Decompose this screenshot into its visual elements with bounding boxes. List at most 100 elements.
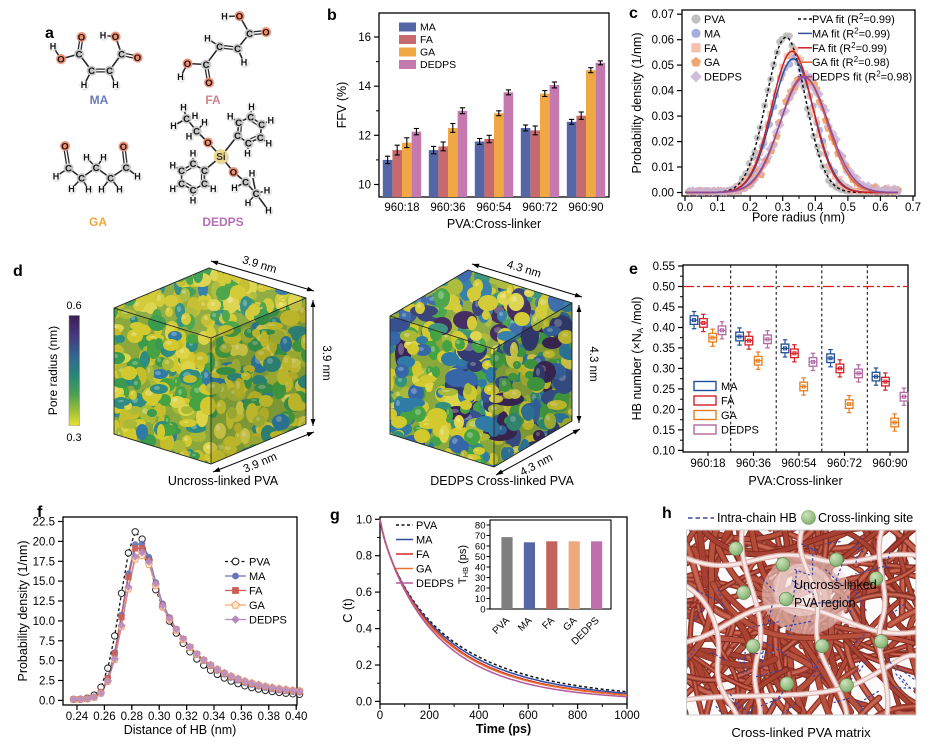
- svg-text:PVA: PVA: [249, 557, 271, 569]
- svg-text:C: C: [193, 126, 200, 137]
- svg-text:PVA: PVA: [704, 14, 726, 26]
- svg-text:GA: GA: [704, 57, 721, 69]
- svg-text:0.6: 0.6: [356, 587, 372, 599]
- svg-text:4.3 nm: 4.3 nm: [587, 346, 599, 381]
- svg-text:0.50: 0.50: [653, 282, 675, 294]
- svg-text:22.5: 22.5: [33, 517, 55, 529]
- svg-text:a: a: [45, 25, 54, 42]
- svg-text:H: H: [169, 184, 176, 194]
- svg-text:H: H: [244, 149, 251, 159]
- svg-text:7.5: 7.5: [39, 636, 55, 648]
- svg-text:FA: FA: [205, 93, 221, 107]
- svg-text:O: O: [184, 59, 191, 70]
- svg-text:GA: GA: [721, 410, 738, 422]
- svg-text:f: f: [37, 504, 43, 521]
- svg-text:GA fit (R2=0.98): GA fit (R2=0.98): [812, 55, 890, 69]
- svg-text:FA: FA: [704, 43, 718, 55]
- svg-text:960:18: 960:18: [690, 458, 725, 470]
- svg-text:0.05: 0.05: [652, 60, 674, 72]
- svg-text:Distance of HB (nm): Distance of HB (nm): [124, 723, 237, 737]
- svg-text:960:54: 960:54: [476, 202, 512, 214]
- svg-text:H: H: [68, 184, 75, 194]
- svg-text:0.36: 0.36: [230, 711, 252, 723]
- svg-text:H: H: [100, 153, 107, 163]
- svg-text:0.40: 0.40: [285, 711, 307, 723]
- svg-text:DEDPS: DEDPS: [704, 72, 742, 84]
- svg-text:0.26: 0.26: [93, 711, 115, 723]
- svg-text:C: C: [178, 179, 185, 190]
- svg-text:PVA fit (R2=0.99): PVA fit (R2=0.99): [812, 12, 895, 26]
- svg-text:Pore radius (nm): Pore radius (nm): [752, 211, 845, 225]
- svg-text:MA: MA: [704, 28, 721, 40]
- svg-text:O: O: [61, 141, 68, 152]
- svg-text:C: C: [253, 189, 260, 200]
- svg-text:0.1: 0.1: [710, 202, 726, 214]
- svg-text:H: H: [231, 183, 238, 193]
- svg-text:H: H: [190, 149, 197, 159]
- svg-text:MA: MA: [416, 535, 433, 547]
- svg-text:O: O: [78, 32, 85, 43]
- svg-text:O: O: [262, 27, 269, 38]
- svg-text:960:90: 960:90: [872, 458, 907, 470]
- svg-text:Uncross-linked PVA: Uncross-linked PVA: [168, 474, 279, 488]
- svg-text:C: C: [258, 120, 265, 131]
- svg-text:H: H: [134, 172, 141, 182]
- svg-text:960:90: 960:90: [568, 202, 603, 214]
- svg-text:HB number (×NA /mol): HB number (×NA /mol): [630, 297, 645, 421]
- svg-text:0.25: 0.25: [653, 384, 675, 396]
- svg-text:H: H: [53, 172, 60, 182]
- svg-text:H: H: [186, 132, 193, 142]
- svg-text:C: C: [234, 44, 241, 55]
- svg-text:0.28: 0.28: [121, 711, 143, 723]
- svg-text:FA: FA: [420, 34, 433, 46]
- svg-text:PVA:Cross-linker: PVA:Cross-linker: [447, 217, 541, 231]
- svg-text:70: 70: [475, 531, 486, 542]
- svg-text:C: C: [183, 114, 190, 125]
- svg-text:20: 20: [475, 584, 486, 595]
- svg-text:960:36: 960:36: [430, 202, 465, 214]
- svg-text:C: C: [190, 159, 197, 170]
- svg-text:50: 50: [475, 552, 486, 563]
- svg-text:H: H: [170, 121, 177, 131]
- svg-text:FA fit (R2=0.99): FA fit (R2=0.99): [812, 41, 887, 55]
- svg-text:C (t): C (t): [341, 598, 355, 622]
- svg-text:Uncross-linked: Uncross-linked: [794, 578, 877, 592]
- svg-text:C: C: [257, 133, 264, 144]
- svg-text:960:54: 960:54: [781, 458, 817, 470]
- svg-text:0.3: 0.3: [66, 432, 81, 444]
- svg-text:C: C: [201, 166, 208, 177]
- svg-text:400: 400: [469, 710, 488, 722]
- svg-text:H: H: [98, 185, 105, 195]
- svg-text:H: H: [116, 185, 123, 195]
- svg-text:Si: Si: [216, 152, 226, 163]
- svg-text:40: 40: [475, 563, 486, 574]
- svg-text:O: O: [204, 138, 211, 149]
- svg-text:0.55: 0.55: [653, 261, 675, 273]
- svg-text:H: H: [248, 102, 255, 112]
- svg-text:C: C: [190, 186, 197, 197]
- svg-text:H: H: [265, 206, 272, 216]
- svg-text:0.0: 0.0: [677, 202, 693, 214]
- svg-text:0.7: 0.7: [905, 202, 921, 214]
- svg-text:0.07: 0.07: [652, 9, 674, 21]
- svg-text:0.10: 0.10: [653, 445, 675, 457]
- svg-text:17.5: 17.5: [33, 556, 55, 568]
- svg-text:O: O: [120, 142, 127, 153]
- svg-text:0: 0: [480, 605, 485, 616]
- svg-text:0.6: 0.6: [66, 300, 81, 312]
- svg-text:H: H: [241, 58, 248, 68]
- svg-text:H: H: [264, 186, 271, 196]
- svg-text:C: C: [246, 29, 253, 40]
- svg-text:0.8: 0.8: [356, 551, 372, 563]
- svg-text:H: H: [268, 115, 275, 125]
- svg-text:Cross-linking site: Cross-linking site: [818, 511, 913, 525]
- svg-text:12.5: 12.5: [33, 596, 55, 608]
- svg-text:H: H: [85, 185, 92, 195]
- svg-text:5.0: 5.0: [39, 656, 55, 668]
- svg-text:Probability density (1/nm): Probability density (1/nm): [630, 32, 644, 173]
- svg-text:0.20: 0.20: [653, 404, 675, 416]
- svg-text:0: 0: [377, 710, 383, 722]
- svg-text:200: 200: [420, 710, 439, 722]
- svg-text:GA: GA: [89, 215, 107, 229]
- svg-text:O: O: [205, 78, 212, 89]
